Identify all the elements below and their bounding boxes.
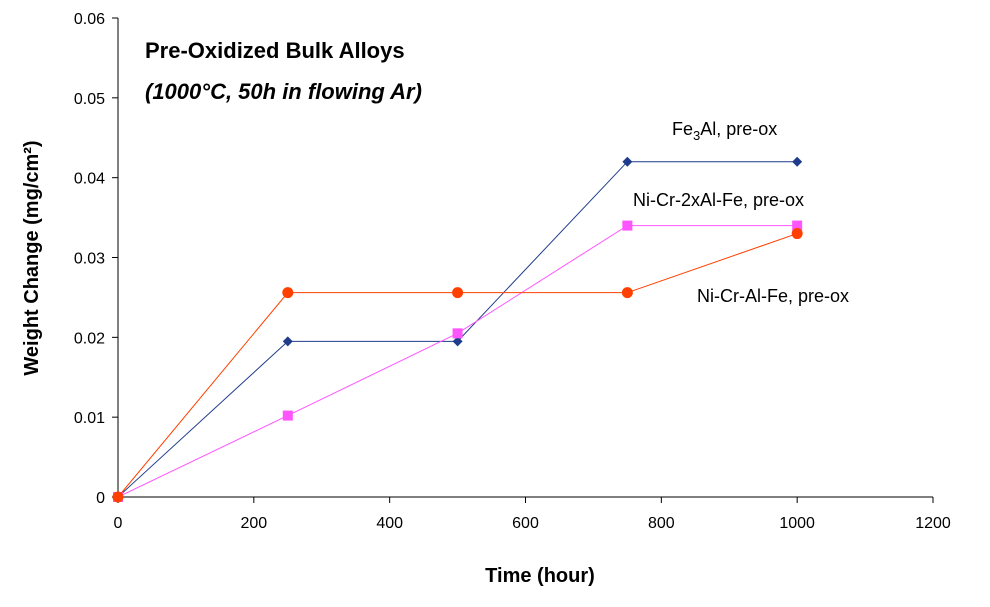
data-point	[622, 220, 633, 231]
series-label-ni-cr-2xal-fe: Ni-Cr-2xAl-Fe, pre-ox	[633, 190, 804, 210]
y-tick-label: 0.05	[74, 91, 105, 108]
series-label-fe3al-sub: 3	[693, 128, 700, 143]
x-tick-label: 600	[512, 515, 539, 532]
y-tick-label: 0.02	[74, 330, 105, 347]
y-tick-label: 0.03	[74, 251, 105, 268]
series-label-fe3al-main: Fe	[672, 119, 693, 139]
data-point	[452, 287, 464, 299]
x-tick-label: 800	[648, 515, 675, 532]
y-tick-label: 0.04	[74, 171, 105, 188]
data-point	[282, 287, 294, 299]
series-1	[113, 220, 803, 502]
data-point	[792, 156, 803, 167]
chart-subtitle: (1000°C, 50h in flowing Ar)	[145, 79, 422, 104]
data-point	[792, 220, 803, 231]
data-point	[791, 228, 803, 240]
data-point	[452, 328, 463, 339]
series-label-fe3al-rest: Al, pre-ox	[700, 119, 777, 139]
series-label-fe3al: Fe3Al, pre-ox	[672, 119, 777, 143]
x-axis-label: Time (hour)	[485, 565, 595, 587]
series-line	[117, 233, 798, 498]
data-point	[621, 287, 633, 299]
x-tick-label: 400	[376, 515, 403, 532]
x-tick-label: 200	[240, 515, 267, 532]
data-point	[622, 156, 633, 167]
chart-title: Pre-Oxidized Bulk Alloys	[145, 38, 405, 63]
series-label-ni-cr-al-fe: Ni-Cr-Al-Fe, pre-ox	[697, 286, 849, 306]
series-layer	[112, 156, 803, 503]
data-point	[282, 410, 293, 421]
y-tick-label: 0.06	[74, 11, 105, 28]
series-line	[117, 225, 798, 498]
x-tick-label: 1200	[915, 515, 951, 532]
x-tick-label: 1000	[779, 515, 815, 532]
y-ticks: 0 0.01 0.02 0.03 0.04 0.05 0.06	[74, 11, 118, 507]
y-tick-label: 0	[96, 490, 105, 507]
y-tick-label: 0.01	[74, 410, 105, 427]
x-ticks: 0 200 400 600 800 1000 1200	[114, 497, 951, 532]
x-tick-label: 0	[114, 515, 123, 532]
data-point	[112, 491, 124, 503]
y-axis-label: Weight Change (mg/cm²)	[21, 140, 43, 375]
data-point	[282, 336, 293, 347]
data-point	[452, 336, 463, 347]
series-2	[112, 228, 803, 503]
